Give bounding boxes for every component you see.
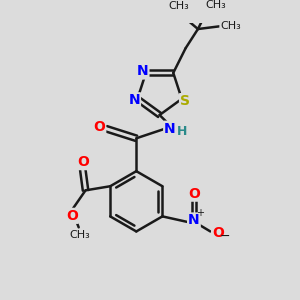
- Text: O: O: [212, 226, 224, 240]
- Text: N: N: [164, 122, 176, 136]
- Text: N: N: [188, 214, 200, 227]
- Text: O: O: [93, 120, 105, 134]
- Text: O: O: [77, 155, 89, 169]
- Text: O: O: [66, 209, 78, 223]
- Text: CH₃: CH₃: [168, 1, 189, 11]
- Text: H: H: [177, 125, 187, 139]
- Text: CH₃: CH₃: [220, 21, 241, 31]
- Text: N: N: [137, 64, 148, 79]
- Text: O: O: [188, 187, 200, 201]
- Text: CH₃: CH₃: [70, 230, 90, 240]
- Text: −: −: [219, 230, 230, 243]
- Text: S: S: [180, 94, 190, 108]
- Text: CH₃: CH₃: [206, 0, 226, 10]
- Text: N: N: [128, 93, 140, 107]
- Text: +: +: [196, 208, 204, 218]
